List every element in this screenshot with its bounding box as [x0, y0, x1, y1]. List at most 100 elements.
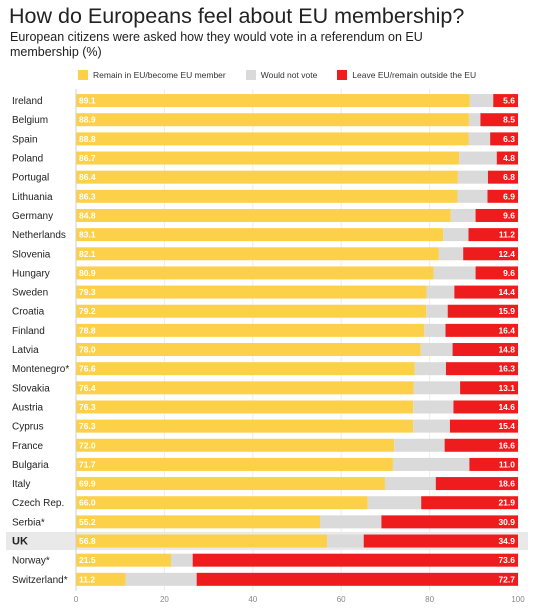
bar-remain-norway	[76, 553, 172, 567]
tick-label-x-100: 100	[511, 595, 525, 604]
legend-label-not-vote: Would not vote	[260, 70, 318, 80]
category-label-croatia: Croatia	[12, 307, 45, 318]
bar-remain-france	[76, 438, 395, 452]
bar-remain-montenegro	[76, 362, 415, 376]
bar-not-vote-lithuania	[457, 189, 488, 203]
data-label-leave-belgium: 8.5	[503, 115, 515, 125]
data-label-remain-portugal: 86.4	[79, 172, 96, 182]
category-label-austria: Austria	[12, 402, 44, 413]
data-label-remain-ireland: 89.1	[79, 96, 96, 106]
data-label-leave-germany: 9.6	[503, 210, 515, 220]
bar-not-vote-bulgaria	[392, 457, 470, 471]
bar-leave-italy	[435, 477, 518, 491]
bar-leave-croatia	[447, 304, 518, 318]
data-label-leave-cyprus: 15.4	[498, 421, 515, 431]
bar-remain-poland	[76, 151, 460, 165]
bar-leave-serbia	[381, 515, 518, 529]
bar-not-vote-uk	[327, 534, 364, 548]
bar-leave-austria	[453, 400, 518, 414]
data-label-remain-cyprus: 76.3	[79, 421, 96, 431]
data-label-leave-serbia: 30.9	[498, 517, 515, 527]
bar-leave-bulgaria	[469, 457, 518, 471]
bar-leave-sweden	[454, 285, 518, 299]
category-label-ireland: Ireland	[12, 96, 43, 107]
bar-not-vote-austria	[413, 400, 454, 414]
category-label-germany: Germany	[12, 211, 53, 222]
bar-not-vote-slovenia	[438, 247, 464, 261]
data-label-leave-france: 16.6	[498, 440, 515, 450]
data-label-remain-belgium: 88.9	[79, 115, 96, 125]
bar-remain-ireland	[76, 94, 470, 108]
data-label-remain-slovenia: 82.1	[79, 249, 96, 259]
data-label-leave-uk: 34.9	[498, 536, 515, 546]
bar-remain-italy	[76, 477, 385, 491]
bar-not-vote-ireland	[469, 94, 494, 108]
data-label-leave-norway: 73.6	[498, 555, 515, 565]
data-label-leave-croatia: 15.9	[498, 306, 515, 316]
legend-item-remain: Remain in EU/become EU member	[78, 70, 226, 80]
bar-not-vote-poland	[459, 151, 497, 165]
category-label-france: France	[12, 441, 44, 452]
data-label-leave-hungary: 9.6	[503, 268, 515, 278]
bar-not-vote-germany	[450, 208, 476, 222]
bar-leave-norway	[192, 553, 519, 567]
data-label-leave-poland: 4.8	[503, 153, 515, 163]
legend-swatch-remain	[78, 70, 88, 80]
bar-remain-sweden	[76, 285, 427, 299]
category-label-czech-rep: Czech Rep.	[12, 498, 64, 509]
bar-leave-portugal	[487, 170, 518, 184]
data-label-leave-bulgaria: 11.0	[499, 459, 515, 469]
data-label-leave-austria: 14.6	[498, 402, 515, 412]
bar-not-vote-latvia	[420, 343, 453, 357]
tick-label-x-40: 40	[248, 595, 257, 604]
bar-remain-belgium	[76, 113, 469, 127]
bar-remain-uk	[76, 534, 328, 548]
bar-leave-ireland	[493, 94, 518, 108]
bar-remain-slovenia	[76, 247, 439, 261]
bar-remain-portugal	[76, 170, 458, 184]
bar-remain-netherlands	[76, 228, 444, 242]
category-label-norway: Norway*	[12, 556, 50, 567]
category-label-uk: UK	[12, 536, 28, 548]
bar-not-vote-france	[394, 438, 445, 452]
bar-remain-czech-rep	[76, 496, 368, 510]
category-label-montenegro: Montenegro*	[12, 364, 69, 375]
bar-remain-slovakia	[76, 381, 414, 395]
bar-remain-latvia	[76, 343, 421, 357]
category-label-lithuania: Lithuania	[12, 192, 53, 203]
legend-item-leave: Leave EU/remain outside the EU	[337, 70, 476, 80]
bar-leave-switzerland	[196, 572, 518, 586]
bar-leave-spain	[490, 132, 518, 146]
data-label-leave-ireland: 5.6	[503, 96, 515, 106]
category-label-slovenia: Slovenia	[12, 249, 51, 260]
bar-not-vote-netherlands	[443, 228, 469, 242]
bar-leave-slovakia	[460, 381, 518, 395]
bar-leave-uk	[363, 534, 518, 548]
bar-remain-finland	[76, 323, 425, 337]
data-label-remain-italy: 69.9	[79, 479, 96, 489]
tick-label-x-60: 60	[337, 595, 346, 604]
bar-leave-lithuania	[487, 189, 518, 203]
category-label-spain: Spain	[12, 134, 38, 145]
category-label-bulgaria: Bulgaria	[12, 460, 49, 471]
bar-leave-latvia	[452, 343, 518, 357]
category-label-hungary: Hungary	[12, 268, 50, 279]
category-label-portugal: Portugal	[12, 173, 49, 184]
data-label-remain-czech-rep: 66.0	[79, 498, 96, 508]
chart-title: How do Europeans feel about EU membershi…	[9, 4, 465, 28]
data-label-leave-italy: 18.6	[498, 479, 515, 489]
data-label-leave-switzerland: 72.7	[498, 574, 515, 584]
data-label-remain-switzerland: 11.2	[79, 574, 95, 584]
data-label-remain-france: 72.0	[79, 440, 96, 450]
data-label-remain-lithuania: 86.3	[79, 191, 96, 201]
data-label-leave-latvia: 14.8	[498, 345, 515, 355]
legend-label-remain: Remain in EU/become EU member	[93, 70, 226, 80]
legend-item-not-vote: Would not vote	[245, 70, 318, 80]
data-label-remain-norway: 21.5	[79, 555, 96, 565]
data-label-leave-montenegro: 16.3	[498, 364, 515, 374]
data-label-remain-bulgaria: 71.7	[79, 459, 96, 469]
data-label-remain-germany: 84.8	[79, 210, 96, 220]
category-label-serbia: Serbia*	[12, 517, 45, 528]
tick-label-x-0: 0	[74, 595, 79, 604]
